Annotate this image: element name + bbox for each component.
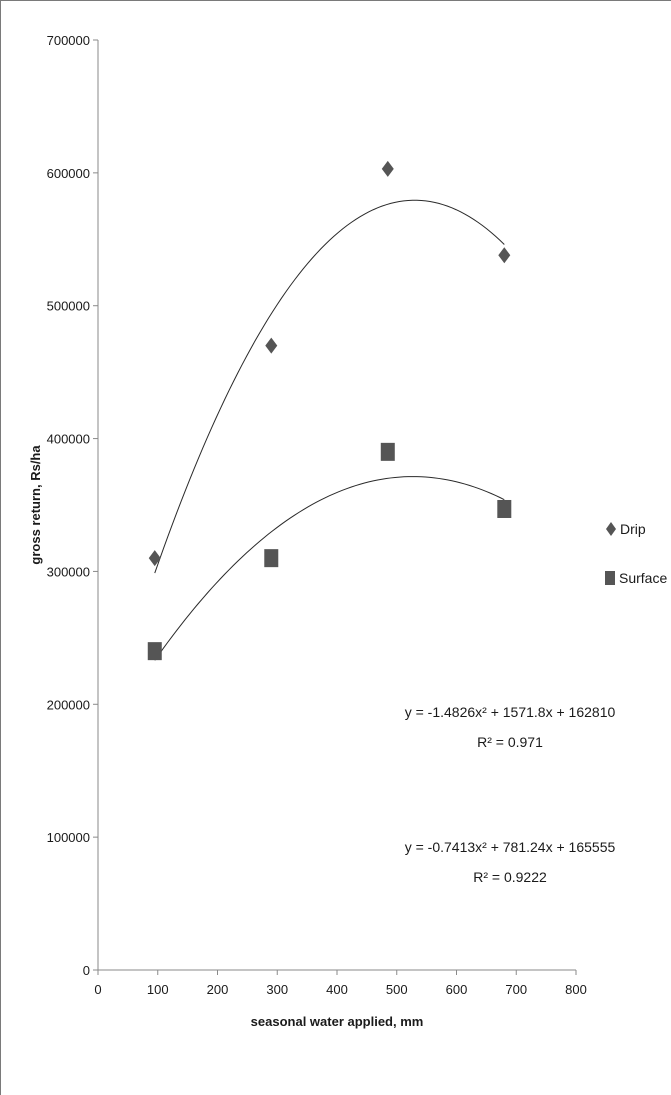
drip-equation: y = -1.4826x² + 1571.8x + 162810 <box>405 704 616 720</box>
legend-surface-marker <box>605 571 615 585</box>
y-tick-label: 400000 <box>47 432 90 447</box>
trendline-group <box>154 199 505 661</box>
legend-drip-marker <box>606 522 616 536</box>
trendline-drip <box>154 199 505 574</box>
legend-drip-label: Drip <box>620 521 646 537</box>
x-tick-label: 800 <box>565 982 587 997</box>
x-tick-label: 700 <box>505 982 527 997</box>
surface-equation: y = -0.7413x² + 781.24x + 165555 <box>405 839 616 855</box>
y-tick-label: 0 <box>83 963 90 978</box>
point-surface <box>264 549 279 568</box>
x-tick-label: 200 <box>207 982 229 997</box>
x-tick-label: 600 <box>446 982 468 997</box>
point-drip <box>498 247 511 264</box>
x-tick-label: 400 <box>326 982 348 997</box>
y-tick-label: 500000 <box>47 299 90 314</box>
point-surface <box>497 499 512 518</box>
x-tick-label: 0 <box>94 982 101 997</box>
x-tick-label: 300 <box>266 982 288 997</box>
point-drip <box>148 550 161 567</box>
point-drip <box>265 337 278 354</box>
x-tick-label: 500 <box>386 982 408 997</box>
trendline-surface <box>154 476 505 661</box>
legend: Drip Surface <box>605 521 667 586</box>
y-axis-title: gross return, Rs/ha <box>28 445 43 565</box>
surface-r2: R² = 0.9222 <box>473 869 547 885</box>
point-drip <box>381 160 394 177</box>
x-tick-label: 100 <box>147 982 169 997</box>
y-tick-label: 600000 <box>47 166 90 181</box>
point-group <box>147 160 512 661</box>
y-tick-label: 300000 <box>47 564 90 579</box>
x-tick-group: 0 100 200 300 400 500 600 700 800 <box>94 970 587 997</box>
point-surface <box>147 642 162 661</box>
point-surface <box>380 442 395 461</box>
y-tick-label: 200000 <box>47 697 90 712</box>
y-tick-group: 0 100000 200000 300000 400000 500000 600000 700… <box>47 33 98 978</box>
y-tick-label: 700000 <box>47 33 90 48</box>
legend-surface-label: Surface <box>619 570 667 586</box>
drip-r2: R² = 0.971 <box>477 734 543 750</box>
y-tick-label: 100000 <box>47 830 90 845</box>
x-axis-title: seasonal water applied, mm <box>251 1014 424 1029</box>
